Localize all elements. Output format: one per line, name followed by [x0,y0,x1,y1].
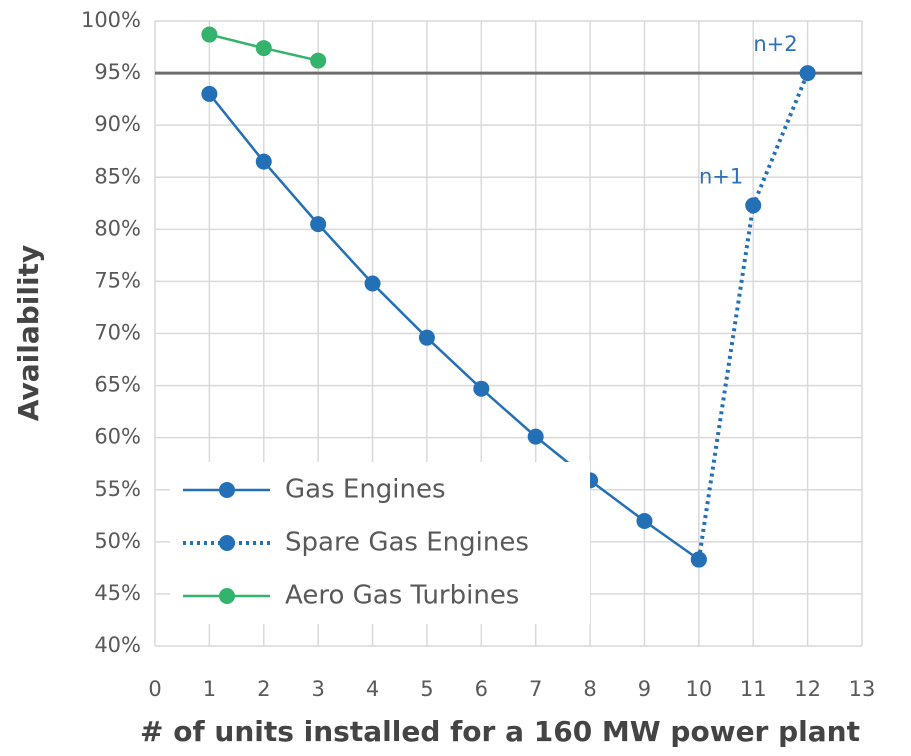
x-tick-label: 9 [638,677,651,701]
data-point [690,551,707,568]
y-tick-label: 55% [94,477,141,501]
legend-label: Spare Gas Engines [285,528,529,558]
legend-label: Aero Gas Turbines [285,581,519,611]
annotation: n+1 [699,164,743,188]
legend-label: Gas Engines [285,475,446,505]
y-tick-label: 60% [94,425,141,449]
series-line [208,93,700,561]
x-tick-label: 0 [148,677,161,701]
data-point [201,85,218,102]
y-tick-label: 40% [94,633,141,657]
x-tick-label: 3 [311,677,324,701]
data-point [201,26,218,43]
data-point [418,329,435,346]
y-tick-label: 95% [94,60,141,84]
data-point [310,216,327,233]
x-tick-label: 5 [420,677,433,701]
data-point [799,65,816,82]
x-tick-label: 12 [794,677,821,701]
x-tick-label: 7 [529,677,542,701]
y-tick-label: 85% [94,164,141,188]
data-point [473,380,490,397]
legend-marker [219,535,235,551]
data-point [745,197,762,214]
y-tick-label: 50% [94,529,141,553]
x-tick-label: 10 [685,677,712,701]
data-point [527,428,544,445]
y-tick-label: 70% [94,321,141,345]
x-tick-label: 2 [257,677,270,701]
data-point [255,40,272,57]
x-tick-label: 11 [740,677,767,701]
legend-marker [219,588,235,604]
x-tick-label: 4 [366,677,379,701]
y-tick-label: 45% [94,581,141,605]
x-tick-label: 6 [475,677,488,701]
data-point [310,52,327,69]
data-point [364,275,381,292]
x-tick-label: 8 [583,677,596,701]
y-tick-label: 80% [94,216,141,240]
x-tick-label: 1 [203,677,216,701]
annotation: n+2 [753,32,797,56]
x-axis-title: # of units installed for a 160 MW power … [140,715,860,748]
x-tick-label: 13 [849,677,876,701]
legend-marker [219,482,235,498]
data-point [255,153,272,170]
data-point [636,513,653,529]
y-tick-label: 90% [94,112,141,136]
y-tick-label: 75% [94,268,141,292]
y-tick-label: 65% [94,373,141,397]
y-tick-label: 100% [81,8,141,32]
y-axis-title: Availability [12,245,45,421]
